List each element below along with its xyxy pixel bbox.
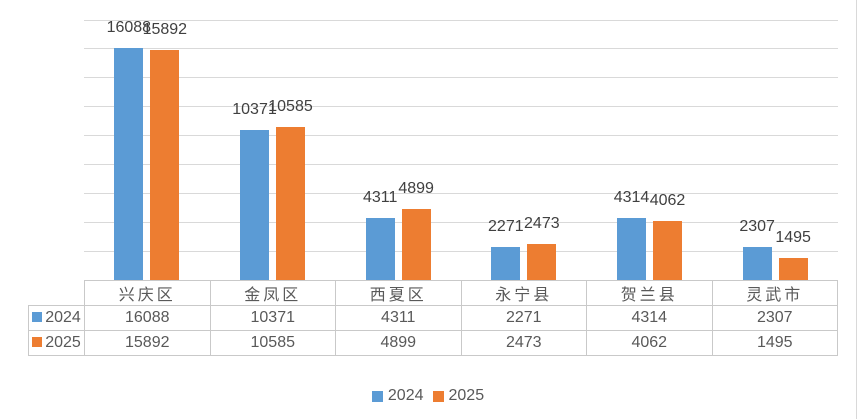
series-name: 2024 [45,309,81,326]
table-value-cell: 15892 [84,330,211,356]
table-row-label-2025: 2025 [28,330,85,356]
table-value-cell: 4062 [586,330,713,356]
bar-data-label: 16088 [106,18,152,36]
gridline [84,77,838,79]
legend-label: 2024 [387,387,424,404]
table-corner-cell [28,280,85,306]
bar-2025-兴庆区[interactable] [150,50,180,280]
table-header-西夏区: 西夏区 [335,280,462,306]
bar-data-label: 2307 [739,217,775,235]
bar-2024-贺兰县[interactable] [617,217,646,280]
chart-legend: 2024 2025 [0,385,856,407]
bar-2024-灵武市[interactable] [742,246,772,280]
bar-data-label: 4314 [613,188,650,206]
legend-swatch-icon [432,390,444,402]
plot-area: 16088 15892 10371 10585 4311 4899 2271 2473 4314… [84,18,838,280]
bar-data-label: 10371 [232,101,277,119]
bar-2025-灵武市[interactable] [778,258,808,280]
table-header-灵武市: 灵武市 [711,280,838,306]
gridline [84,221,838,223]
bar-data-label: 2271 [488,218,524,236]
table-value-cell: 10371 [209,305,336,331]
table-value-cell: 2473 [460,330,587,356]
bar-2025-贺兰县[interactable] [653,221,682,280]
table-value-cell: 10585 [209,330,336,356]
table-value-cell: 4899 [335,330,462,356]
bar-data-label: 15892 [142,21,188,39]
chart-data-table: 兴庆区 金凤区 西夏区 永宁县 贺兰县 灵武市 2024 16088 10371 4311 2271… [28,280,838,356]
bar-2025-永宁县[interactable] [527,244,557,280]
gridline [84,250,838,252]
bar-2024-永宁县[interactable] [491,247,521,280]
bar-data-label: 4899 [398,180,434,198]
table-value-cell: 16088 [84,305,211,331]
table-header-永宁县: 永宁县 [460,280,587,306]
bar-2025-金凤区[interactable] [276,127,305,280]
legend-label: 2025 [448,387,485,404]
bar-data-label: 10585 [268,98,313,116]
series-name: 2025 [45,334,81,351]
table-value-cell: 4311 [335,305,462,331]
gridline [84,106,838,108]
bar-2025-西夏区[interactable] [401,209,431,280]
table-value-cell: 4314 [586,305,713,331]
bar-2024-西夏区[interactable] [365,217,395,280]
table-value-cell: 2307 [711,305,838,331]
gridline [84,192,838,194]
series-swatch-icon [32,312,43,322]
bar-data-label: 4062 [649,192,686,210]
bar-data-label: 4311 [362,188,398,206]
legend-item-2024[interactable]: 2024 [371,387,424,405]
table-header-贺兰县: 贺兰县 [586,280,713,306]
gridline [84,163,838,165]
right-edge-gridline [856,0,857,419]
gridline [84,19,838,21]
series-swatch-icon [32,337,43,347]
bar-data-label: 2473 [524,215,560,233]
table-value-cell: 2271 [460,305,587,331]
table-header-金凤区: 金凤区 [209,280,336,306]
legend-item-2025[interactable]: 2025 [432,387,485,405]
table-value-cell: 1495 [711,330,838,356]
table-row-label-2024: 2024 [28,305,85,331]
legend-swatch-icon [371,390,383,402]
table-header-兴庆区: 兴庆区 [84,280,211,306]
gridline [84,135,838,137]
bar-2024-兴庆区[interactable] [114,47,144,280]
bar-2024-金凤区[interactable] [240,130,269,280]
gridline [84,48,838,50]
bar-data-label: 1495 [775,229,811,247]
